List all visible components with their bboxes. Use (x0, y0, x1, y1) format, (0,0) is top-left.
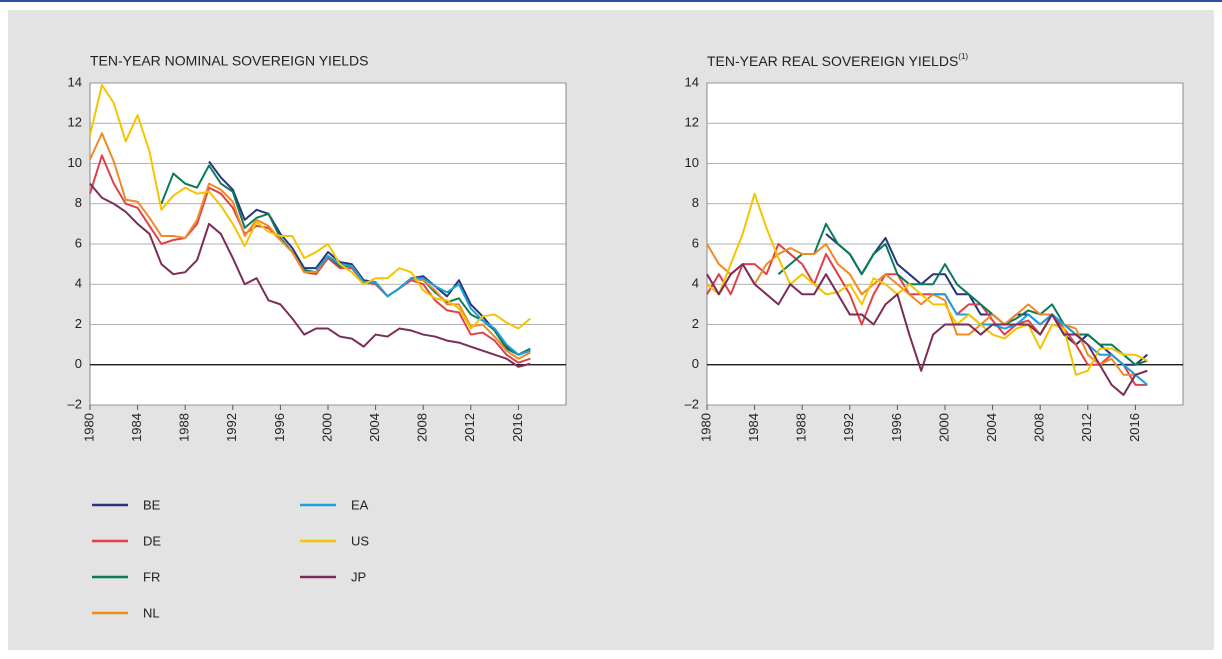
legend-label: DE (143, 533, 161, 548)
x-tick-label: 2004 (367, 413, 382, 442)
x-tick-label: 1996 (889, 413, 904, 442)
x-tick-label: 1988 (177, 413, 192, 442)
x-tick-label: 2012 (462, 413, 477, 442)
legend-label: US (351, 533, 369, 548)
x-tick-label: 2004 (984, 413, 999, 442)
legend-label: EA (351, 497, 369, 512)
y-tick-label: 0 (75, 356, 82, 371)
legend-label: JP (351, 569, 366, 584)
title-note: (1) (958, 52, 968, 61)
x-tick-label: 2016 (1127, 413, 1142, 442)
chart-title: TEN-YEAR NOMINAL SOVEREIGN YIELDS (90, 53, 369, 69)
y-tick-label: 12 (68, 115, 82, 130)
y-tick-label: 8 (692, 195, 699, 210)
x-tick-label: 1996 (272, 413, 287, 442)
x-tick-label: 1992 (224, 413, 239, 442)
series-line (89, 132, 531, 360)
y-tick-label: –2 (685, 396, 699, 411)
y-tick-label: 12 (685, 115, 699, 130)
series-line (777, 222, 1148, 366)
x-tick-label: 2000 (319, 413, 334, 442)
x-tick-label: 1980 (698, 413, 713, 442)
series-line (706, 263, 1148, 396)
y-tick-label: 0 (692, 356, 699, 371)
top-rule (0, 0, 1222, 2)
y-tick-label: 10 (68, 155, 82, 170)
x-tick-label: 2016 (510, 413, 525, 442)
x-tick-label: 1988 (794, 413, 809, 442)
x-tick-label: 1984 (746, 413, 761, 442)
x-tick-label: 2008 (415, 413, 430, 442)
series-line (89, 182, 531, 368)
y-tick-label: 14 (68, 74, 82, 89)
title-text: TEN-YEAR REAL SOVEREIGN YIELDS (707, 53, 958, 69)
y-tick-label: 10 (685, 155, 699, 170)
y-tick-label: 14 (685, 74, 699, 89)
x-tick-label: 2012 (1079, 413, 1094, 442)
legend-label: FR (143, 569, 160, 584)
y-tick-label: 2 (692, 316, 699, 331)
x-tick-label: 2000 (936, 413, 951, 442)
series-line (706, 192, 1148, 376)
series-line (89, 84, 531, 330)
y-tick-label: 8 (75, 195, 82, 210)
series-line (89, 154, 531, 364)
legend-label: BE (143, 497, 161, 512)
chart-title: TEN-YEAR REAL SOVEREIGN YIELDS(1) (707, 52, 968, 69)
x-tick-label: 1992 (841, 413, 856, 442)
x-tick-label: 2008 (1032, 413, 1047, 442)
y-tick-label: 6 (75, 235, 82, 250)
y-tick-label: –2 (68, 396, 82, 411)
y-tick-label: 4 (692, 276, 699, 291)
x-tick-label: 1980 (81, 413, 96, 442)
y-tick-label: 4 (75, 276, 82, 291)
legend-label: NL (143, 605, 160, 620)
series-line (315, 255, 531, 356)
x-tick-label: 1984 (129, 413, 144, 442)
y-tick-label: 2 (75, 316, 82, 331)
series-line (706, 243, 1148, 386)
y-tick-label: 6 (692, 235, 699, 250)
